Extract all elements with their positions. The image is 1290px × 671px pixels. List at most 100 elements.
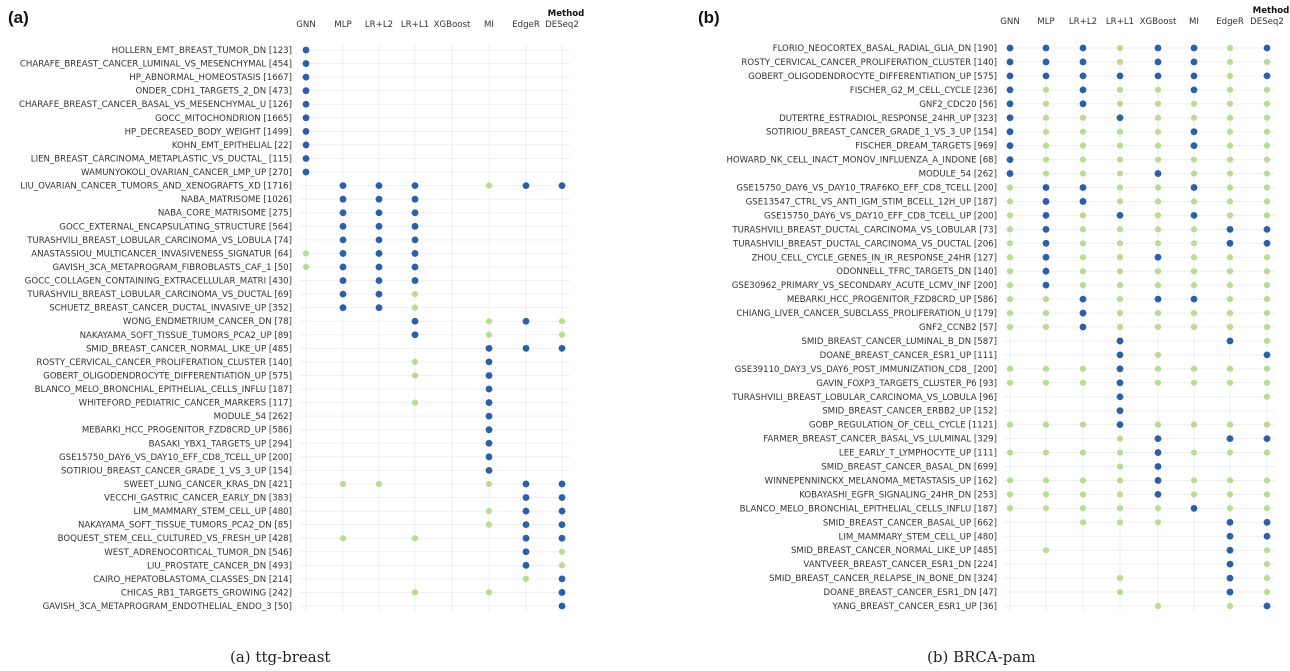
dot-selected bbox=[1226, 560, 1234, 568]
row-label: ROSTY_CERVICAL_CANCER_PROLIFERATION_CLUS… bbox=[36, 358, 292, 368]
dot-unselected bbox=[1116, 477, 1124, 484]
dot-unselected bbox=[1042, 114, 1050, 121]
dot-selected bbox=[411, 209, 419, 217]
row-label: GNF2_CCNB2 [57] bbox=[919, 323, 997, 333]
dot-selected bbox=[1006, 128, 1014, 136]
dot-selected bbox=[1042, 212, 1050, 219]
dot-selected bbox=[1190, 44, 1198, 52]
row-label: VANTVEER_BREAST_CANCER_ESR1_DN [224] bbox=[803, 560, 997, 570]
dot-unselected bbox=[1116, 86, 1124, 93]
dot-unselected bbox=[1042, 547, 1050, 554]
column-header: XGBoost bbox=[1140, 17, 1177, 27]
row-label: MODULE_54 [262] bbox=[214, 412, 292, 422]
dot-unselected bbox=[1263, 421, 1271, 428]
dot-unselected bbox=[1079, 240, 1087, 247]
dot-selected bbox=[558, 575, 566, 583]
dot-unselected bbox=[1190, 114, 1198, 121]
dot-unselected bbox=[1042, 421, 1050, 428]
dot-unselected bbox=[1079, 477, 1087, 484]
dot-unselected bbox=[1116, 240, 1124, 247]
dot-selected bbox=[485, 372, 493, 379]
dot-selected bbox=[1006, 72, 1014, 80]
row-label: GOBERT_OLIGODENDROCYTE_DIFFERENTIATION_U… bbox=[43, 371, 292, 381]
row-label: WONG_ENDMETRIUM_CANCER_DN [78] bbox=[123, 317, 292, 327]
dot-selected bbox=[1226, 546, 1234, 554]
dot-unselected bbox=[1116, 588, 1124, 596]
row-label: TURASHVILI_BREAST_LOBULAR_CARCINOMA_VS_L… bbox=[731, 393, 997, 403]
dot-unselected bbox=[411, 290, 419, 298]
row-label: GSE15750_DAY6_VS_DAY10_EFF_CD8_TCELL_UP … bbox=[59, 453, 292, 463]
row-label: SMID_BREAST_CANCER_ERBB2_UP [152] bbox=[822, 407, 997, 417]
row-label: CHICAS_RB1_TARGETS_GROWING [242] bbox=[121, 588, 292, 598]
dot-unselected bbox=[1190, 268, 1198, 275]
dot-unselected bbox=[1154, 128, 1162, 135]
dot-selected bbox=[485, 358, 493, 366]
dot-unselected bbox=[1226, 142, 1234, 149]
legend-title: Method bbox=[548, 9, 585, 19]
dot-unselected bbox=[1116, 435, 1124, 442]
dot-unselected bbox=[1154, 602, 1162, 610]
dot-selected bbox=[1154, 58, 1162, 66]
dot-selected bbox=[1226, 225, 1234, 233]
dot-unselected bbox=[1226, 184, 1234, 191]
dot-selected bbox=[1116, 72, 1124, 80]
dot-unselected bbox=[339, 535, 347, 542]
dot-unselected bbox=[1226, 282, 1234, 289]
row-label: YANG_BREAST_CANCER_ESR1_UP [36] bbox=[832, 602, 998, 612]
dot-selected bbox=[339, 195, 347, 203]
dot-selected bbox=[485, 466, 493, 474]
dot-unselected bbox=[558, 318, 566, 325]
row-label: ONDER_CDH1_TARGETS_2_DN [473] bbox=[135, 87, 292, 97]
dot-unselected bbox=[1226, 421, 1234, 428]
dot-selected bbox=[1226, 518, 1234, 526]
row-label: WEST_ADRENOCORTICAL_TUMOR_DN [546] bbox=[104, 548, 292, 558]
dot-unselected bbox=[1079, 254, 1087, 261]
dot-selected bbox=[522, 507, 530, 515]
dot-unselected bbox=[1116, 491, 1124, 498]
dot-selected bbox=[1263, 532, 1271, 540]
row-label: TURASHVILI_BREAST_DUCTAL_CARCINOMA_VS_LO… bbox=[731, 225, 997, 235]
column-header: EdgeR bbox=[1216, 17, 1244, 27]
dot-unselected bbox=[1263, 212, 1271, 219]
column-header: GNN bbox=[1000, 17, 1020, 27]
dot-selected bbox=[558, 521, 566, 529]
dot-unselected bbox=[1042, 379, 1050, 386]
dot-selected bbox=[339, 250, 347, 257]
dot-unselected bbox=[339, 480, 347, 488]
dot-selected bbox=[302, 60, 310, 67]
row-label: LIM_MAMMARY_STEM_CELL_UP [480] bbox=[134, 507, 292, 517]
dot-selected bbox=[1190, 184, 1198, 191]
dot-unselected bbox=[411, 399, 419, 406]
row-label: GSE13547_CTRL_VS_ANTI_IGM_STIM_BCELL_12H… bbox=[746, 197, 997, 207]
dot-selected bbox=[375, 209, 383, 217]
row-label: WHITEFORD_PEDIATRIC_CANCER_MARKERS [117] bbox=[79, 399, 292, 409]
column-header: EdgeR bbox=[512, 20, 540, 30]
dot-selected bbox=[339, 277, 347, 284]
dot-unselected bbox=[1226, 156, 1234, 163]
dot-unselected bbox=[1042, 100, 1050, 107]
dot-unselected bbox=[1006, 240, 1014, 247]
dot-unselected bbox=[1263, 268, 1271, 275]
dot-selected bbox=[1226, 239, 1234, 247]
row-label: CHARAFE_BREAST_CANCER_LUMINAL_VS_MESENCH… bbox=[20, 60, 292, 70]
dot-unselected bbox=[1226, 323, 1234, 331]
dot-selected bbox=[1190, 212, 1198, 219]
dot-unselected bbox=[1006, 323, 1014, 331]
dot-unselected bbox=[1042, 477, 1050, 484]
row-label: GAVISH_3CA_METAPROGRAM_ENDOTHELIAL_ENDO_… bbox=[43, 602, 292, 612]
dot-unselected bbox=[1116, 142, 1124, 149]
dot-unselected bbox=[1042, 156, 1050, 163]
dot-unselected bbox=[1154, 142, 1162, 149]
dot-selected bbox=[1154, 463, 1162, 470]
row-label: FISCHER_G2_M_CELL_CYCLE [236] bbox=[850, 86, 997, 96]
row-label: LEE_EARLY_T_LYMPHOCYTE_UP [111] bbox=[839, 449, 997, 459]
dot-unselected bbox=[1154, 421, 1162, 428]
dot-selected bbox=[1042, 239, 1050, 247]
dot-selected bbox=[558, 507, 566, 515]
dot-unselected bbox=[1006, 226, 1014, 233]
dot-selected bbox=[339, 263, 347, 271]
panel-label-a: (a) bbox=[8, 8, 29, 27]
row-label: LIEN_BREAST_CARCINOMA_METAPLASTIC_VS_DUC… bbox=[31, 154, 292, 164]
dot-unselected bbox=[1226, 44, 1234, 52]
column-header: MLP bbox=[1037, 17, 1054, 27]
